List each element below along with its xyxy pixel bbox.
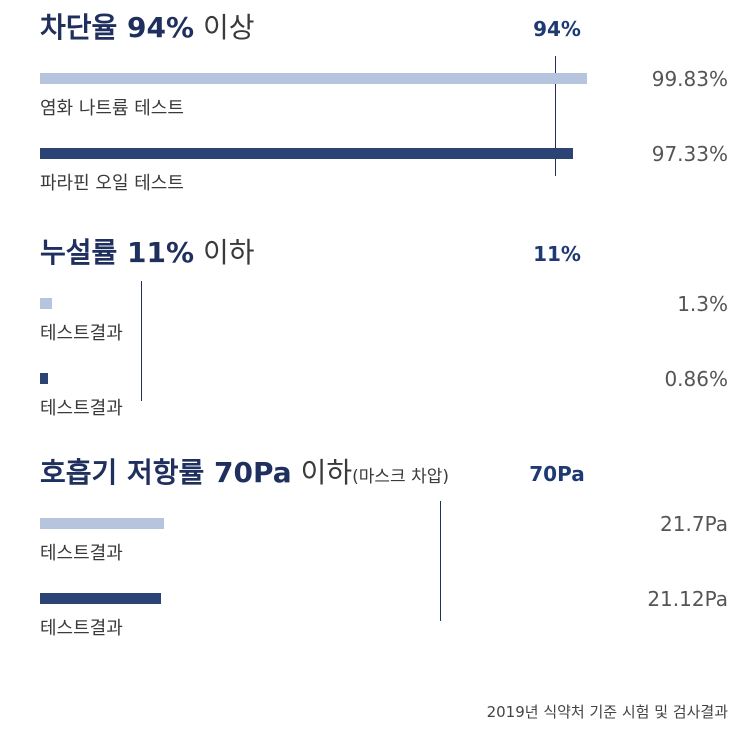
category-label: 테스트결과	[40, 323, 123, 344]
data-label: 21.7Pa	[660, 512, 728, 536]
category-label: 테스트결과	[40, 398, 123, 419]
source-note: 2019년 식약처 기준 시험 및 검사결과	[486, 703, 728, 721]
category-label: 파라핀 오일 테스트	[40, 173, 184, 194]
threshold-line	[439, 501, 441, 621]
chart-title: 누설률 11% 이하	[40, 233, 255, 273]
chart-section: 누설률 11% 이하 11% 1.3% 테스트결과 0.86% 테스트결과	[0, 225, 756, 435]
bar	[40, 518, 164, 529]
title-light: 이하	[202, 236, 255, 269]
bar	[40, 73, 587, 84]
title-bold: 차단율 94%	[40, 11, 195, 44]
threshold-line	[141, 281, 143, 401]
chart-section: 호흡기 저항률 70Pa 이하(마스크 차압) 70Pa 21.7Pa 테스트결과 21…	[0, 445, 756, 655]
chart-title: 호흡기 저항률 70Pa 이하(마스크 차압)	[40, 453, 449, 497]
bar	[40, 298, 52, 309]
bar	[40, 148, 573, 159]
threshold-label: 94%	[533, 17, 581, 41]
threshold-label: 70Pa	[529, 462, 585, 486]
title-light: 이상	[202, 11, 255, 44]
title-note: (마스크 차압)	[352, 467, 449, 487]
threshold-line	[555, 56, 557, 176]
title-light: 이하	[300, 456, 353, 489]
data-label: 0.86%	[664, 367, 728, 391]
category-label: 염화 나트륨 테스트	[40, 98, 184, 119]
chart-title: 차단율 94% 이상	[40, 8, 255, 48]
data-label: 1.3%	[677, 292, 728, 316]
data-label: 21.12Pa	[647, 587, 728, 611]
chart-section: 차단율 94% 이상 94% 99.83% 염화 나트륨 테스트 97.33% 파라핀 오…	[0, 0, 756, 210]
data-label: 99.83%	[651, 67, 728, 91]
threshold-label: 11%	[533, 242, 581, 266]
category-label: 테스트결과	[40, 618, 123, 639]
data-label: 97.33%	[651, 142, 728, 166]
bar	[40, 593, 161, 604]
category-label: 테스트결과	[40, 543, 123, 564]
title-bold: 호흡기 저항률 70Pa	[40, 456, 292, 489]
bar	[40, 373, 48, 384]
title-bold: 누설률 11%	[40, 236, 195, 269]
